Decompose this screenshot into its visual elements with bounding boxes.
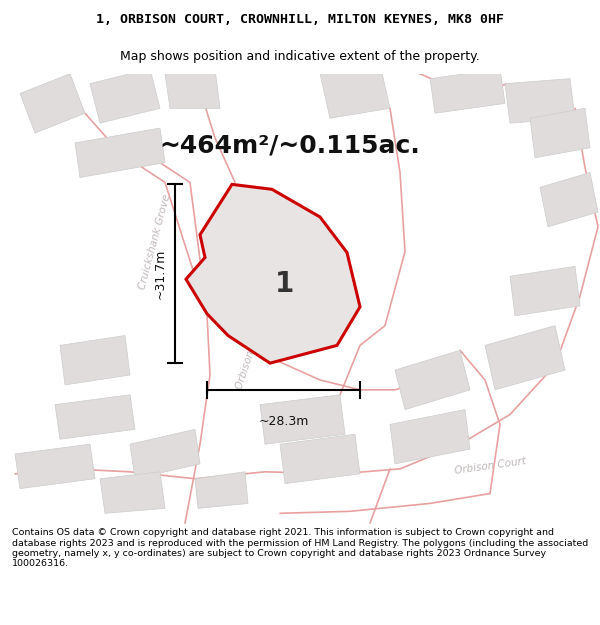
Polygon shape — [60, 336, 130, 385]
Text: Contains OS data © Crown copyright and database right 2021. This information is : Contains OS data © Crown copyright and d… — [12, 528, 588, 568]
Polygon shape — [390, 409, 470, 464]
Polygon shape — [75, 128, 165, 178]
Polygon shape — [260, 395, 345, 444]
Text: ~28.3m: ~28.3m — [259, 415, 308, 428]
Polygon shape — [90, 69, 160, 123]
Polygon shape — [530, 108, 590, 158]
Text: Orbison Court: Orbison Court — [454, 456, 526, 476]
Text: Map shows position and indicative extent of the property.: Map shows position and indicative extent… — [120, 50, 480, 63]
Text: 1, ORBISON COURT, CROWNHILL, MILTON KEYNES, MK8 0HF: 1, ORBISON COURT, CROWNHILL, MILTON KEYN… — [96, 13, 504, 26]
Text: Orbison Court: Orbison Court — [234, 319, 266, 391]
Polygon shape — [100, 472, 165, 513]
Polygon shape — [280, 434, 360, 484]
Polygon shape — [540, 173, 598, 227]
Polygon shape — [15, 444, 95, 489]
Polygon shape — [430, 69, 505, 113]
Polygon shape — [395, 351, 470, 409]
Polygon shape — [510, 266, 580, 316]
Polygon shape — [20, 74, 85, 133]
Polygon shape — [55, 395, 135, 439]
Text: ~31.7m: ~31.7m — [154, 249, 167, 299]
Polygon shape — [195, 472, 248, 508]
Text: Cruickshank Grove: Cruickshank Grove — [137, 193, 173, 291]
Polygon shape — [130, 429, 200, 479]
Polygon shape — [485, 326, 565, 390]
Text: 1: 1 — [275, 270, 295, 298]
Polygon shape — [186, 184, 360, 363]
Polygon shape — [505, 79, 575, 123]
Polygon shape — [165, 69, 220, 108]
Text: ~464m²/~0.115ac.: ~464m²/~0.115ac. — [160, 134, 421, 158]
Polygon shape — [320, 64, 390, 118]
